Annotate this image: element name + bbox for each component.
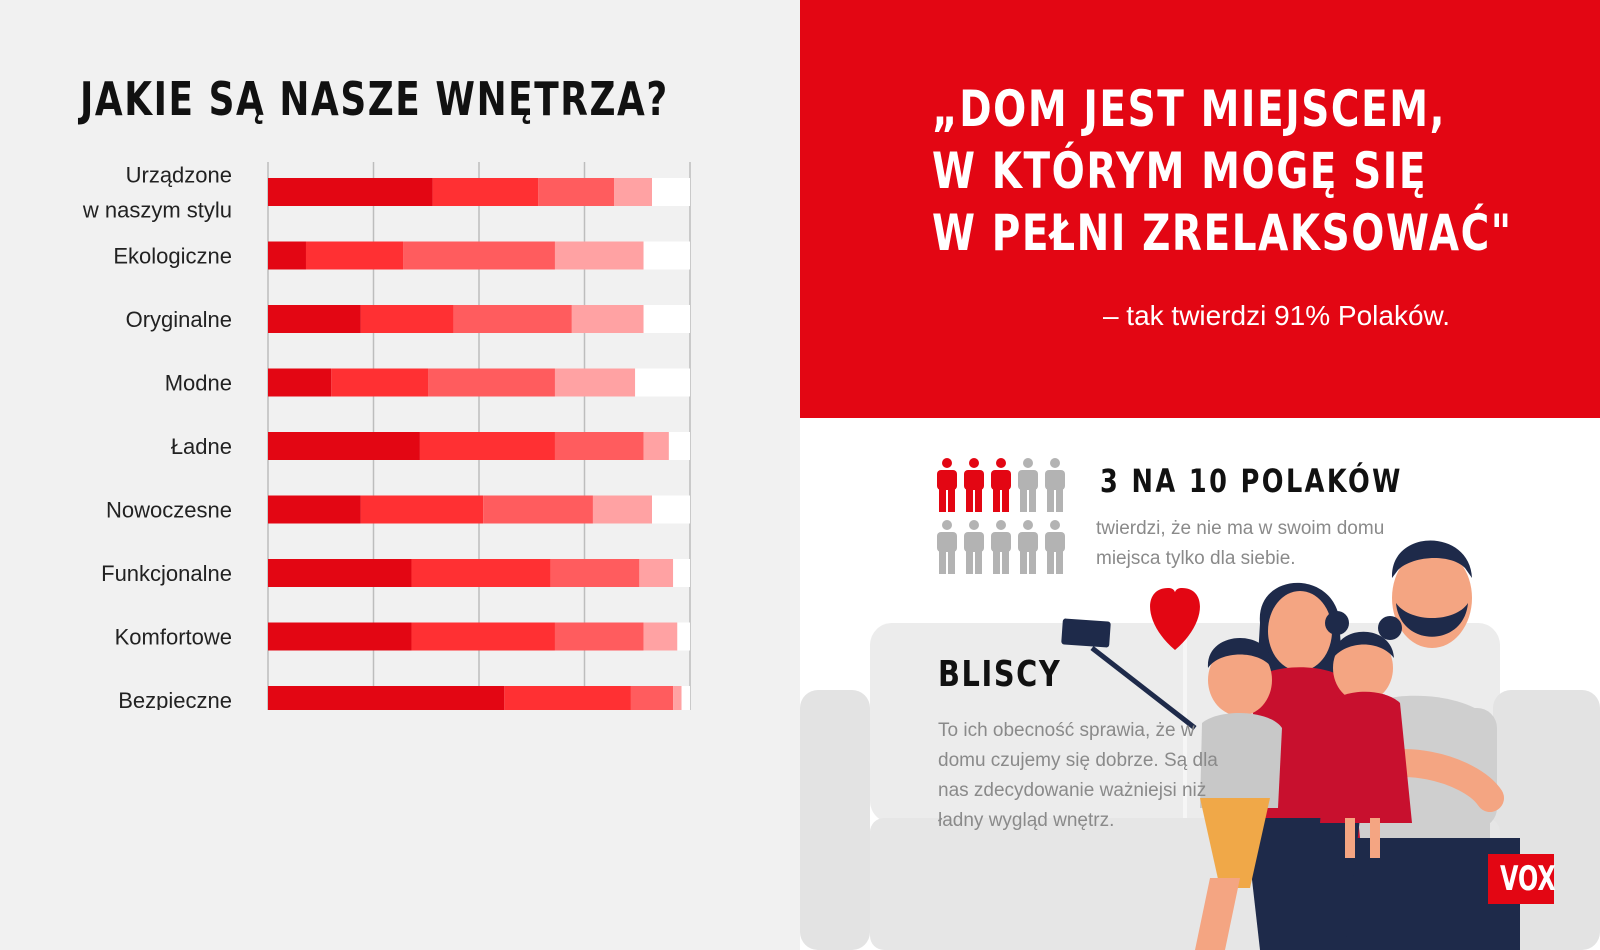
quote-text: „DOM JEST MIEJSCEM, W KTÓRYM MOGĘ SIĘ W … (932, 78, 1513, 264)
bar-segment (428, 368, 555, 397)
bar-segment (652, 178, 690, 206)
bar-segment (360, 305, 454, 333)
bar-segment (668, 432, 690, 460)
quote-line: W KTÓRYM MOGĘ SIĘ (932, 142, 1428, 200)
vox-logo: VOX (1488, 854, 1556, 904)
quote-line: W PEŁNI ZRELAKSOWAĆ" (932, 204, 1513, 262)
bar-segment (411, 559, 551, 587)
family-illustration (800, 540, 1600, 950)
bar-segment (268, 432, 420, 460)
person-icon (1018, 458, 1038, 512)
category-label: Funkcjonalne (101, 561, 232, 586)
person-icon (1018, 520, 1038, 574)
girl-figure (1320, 611, 1412, 858)
bar-segment (268, 305, 361, 333)
bar-segment (592, 495, 653, 524)
category-label: Ładne (171, 434, 232, 459)
bottom-panel: 3 NA 10 POLAKÓW twierdzi, że nie ma w sw… (800, 418, 1600, 950)
bar-segment (554, 622, 644, 651)
category-label: Urządzone (126, 163, 232, 188)
person-icon (964, 458, 984, 512)
person-icon (1045, 458, 1065, 512)
bar-segment (268, 368, 332, 397)
category-label: Modne (165, 371, 232, 396)
bar-segment (630, 686, 674, 710)
bar-segment (554, 241, 644, 270)
bliscy-text: To ich obecność sprawia, że w domu czuje… (938, 720, 1218, 831)
person-icon (991, 520, 1011, 574)
bliscy-heading: BLISCY (938, 654, 1062, 695)
bar-segment (643, 305, 690, 333)
bar-segment (483, 495, 593, 524)
bar-segment (571, 305, 644, 333)
bar-segment (419, 432, 555, 460)
category-label: Komfortowe (115, 625, 232, 650)
bar-segment (554, 432, 644, 460)
bar-segment (453, 305, 572, 333)
category-label: Oryginalne (126, 307, 232, 332)
bar-segment (643, 622, 678, 651)
bar-segment (504, 686, 631, 710)
quote-source: – tak twierdzi 91% Polaków. (1102, 300, 1450, 331)
quote-line: „DOM JEST MIEJSCEM, (932, 80, 1447, 138)
bar-segment (554, 368, 636, 397)
logo-text: VOX (1499, 859, 1556, 899)
bar-segment (331, 368, 429, 397)
interiors-chart: Urządzone w naszym stylu Ekologiczne Orygin… (82, 162, 691, 711)
category-label: Bezpieczne (118, 688, 232, 710)
person-icon (937, 458, 957, 512)
bar-segment (677, 622, 690, 651)
person-icon (964, 520, 984, 574)
bar-segment (432, 178, 539, 206)
quote-panel: „DOM JEST MIEJSCEM, W KTÓRYM MOGĘ SIĘ W … (800, 0, 1600, 418)
person-icon (1045, 520, 1065, 574)
phone-icon (1061, 618, 1111, 648)
category-labels: Urządzone w naszym stylu Ekologiczne Orygin… (82, 163, 232, 711)
chart-bars (268, 178, 690, 710)
bar-segment (639, 559, 674, 587)
bar-segment (411, 622, 555, 651)
bar-segment (403, 241, 555, 270)
bar-segment (673, 686, 682, 710)
bar-segment (268, 559, 412, 587)
bar-segment (268, 622, 412, 651)
stat-text: twierdzi, że nie ma w swoim domu miejsca… (1096, 518, 1385, 569)
category-label: Nowoczesne (106, 498, 232, 523)
bar-segment (550, 559, 640, 587)
bar-segment (614, 178, 653, 206)
bar-segment (268, 495, 361, 524)
bar-segment (643, 241, 690, 270)
bar-segment (635, 368, 690, 397)
bar-segment (673, 559, 690, 587)
left-panel: JAKIE SĄ NASZE WNĘTRZA? Urządzone w naszy… (0, 0, 800, 950)
bar-segment (360, 495, 484, 524)
boy-figure (1195, 638, 1282, 950)
bar-segment (538, 178, 615, 206)
person-icon (991, 458, 1011, 512)
page-title: JAKIE SĄ NASZE WNĘTRZA? (80, 72, 669, 126)
bar-segment (268, 686, 505, 710)
bar-segment (643, 432, 669, 460)
category-label: Ekologiczne (113, 244, 232, 269)
bar-segment (652, 495, 690, 524)
bar-segment (681, 686, 690, 710)
category-label: w naszym stylu (82, 198, 232, 223)
person-icon (937, 520, 957, 574)
people-icon-grid (937, 458, 1065, 574)
heart-icon (1150, 588, 1200, 650)
bar-segment (268, 241, 306, 270)
bar-segment (305, 241, 404, 270)
bar-segment (268, 178, 433, 206)
stat-heading: 3 NA 10 POLAKÓW (1100, 462, 1403, 500)
